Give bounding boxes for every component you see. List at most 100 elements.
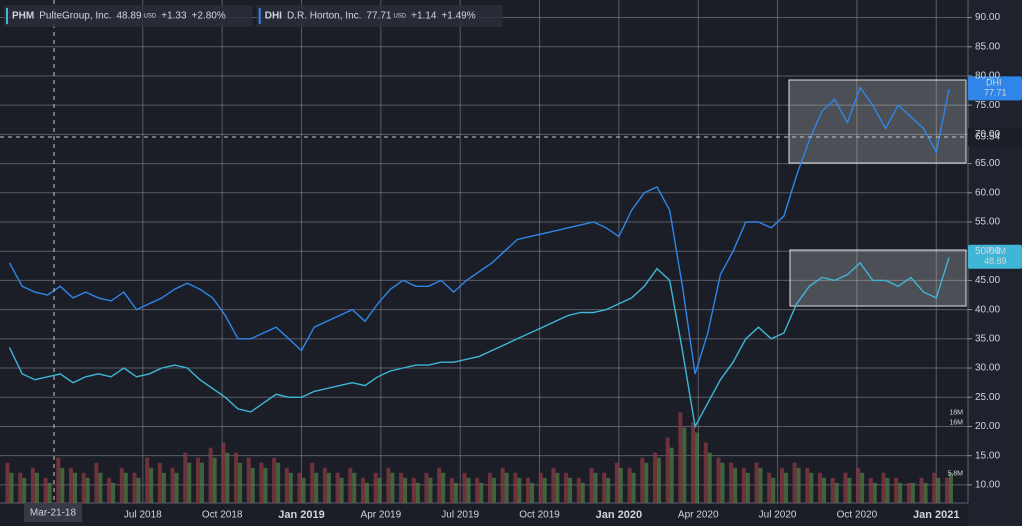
price-tag-name: DHI — [986, 78, 1002, 88]
volume-bar — [906, 482, 911, 503]
y-tick-label: 35.00 — [975, 333, 1000, 344]
volume-bar — [415, 482, 420, 503]
volume-bar — [68, 467, 73, 503]
volume-bar — [640, 457, 645, 503]
volume-bar — [297, 472, 302, 503]
volume-bar — [466, 477, 471, 503]
volume-bar — [589, 467, 594, 503]
volume-bar — [555, 472, 560, 503]
volume-bar — [5, 462, 10, 503]
legend-description: PulteGroup, Inc. — [39, 11, 111, 22]
volume-bar — [936, 477, 941, 503]
volume-bar — [487, 472, 492, 503]
legend-currency: USD — [393, 14, 406, 20]
reference-tag — [968, 128, 1022, 147]
volume-bar — [390, 472, 395, 503]
volume-bar — [860, 472, 865, 503]
volume-bar — [614, 462, 619, 503]
volume-bar — [225, 452, 230, 503]
volume-bar — [174, 472, 179, 503]
volume-bar — [238, 462, 243, 503]
volume-bar — [652, 452, 657, 503]
y-tick-label: 60.00 — [975, 187, 1000, 198]
volume-bar — [758, 467, 763, 503]
price-tag-value: 48.89 — [984, 256, 1007, 266]
volume-bar — [716, 457, 721, 503]
volume-bar — [462, 472, 467, 503]
volume-bar — [453, 482, 458, 503]
volume-bar — [944, 477, 949, 503]
volume-bar — [656, 457, 661, 503]
price-tag-name: PHM — [986, 246, 1006, 256]
volume-bar — [411, 477, 416, 503]
price-tag-value: 77.71 — [984, 88, 1007, 98]
price-line — [8, 86, 950, 375]
volume-bar — [818, 472, 823, 503]
y2-tick-label: 5.8M — [947, 471, 963, 478]
volume-bar — [161, 472, 166, 503]
volume-bar — [399, 472, 404, 503]
volume-bar — [94, 462, 99, 503]
volume-bar — [568, 477, 573, 503]
x-tick-label: Jul 2018 — [124, 510, 162, 521]
volume-bar — [301, 477, 306, 503]
volume-bar — [691, 422, 696, 503]
x-tick-label: Jul 2019 — [441, 510, 479, 521]
legend-box — [256, 5, 503, 27]
volume-bar — [720, 462, 725, 503]
volume-bar — [783, 472, 788, 503]
y-tick-label: 40.00 — [975, 304, 1000, 315]
volume-bar — [195, 457, 200, 503]
volume-bar — [212, 457, 217, 503]
volume-bar — [170, 467, 175, 503]
volume-bar — [377, 477, 382, 503]
volume-bar — [72, 472, 77, 503]
volume-bar — [284, 467, 289, 503]
highlight-box — [788, 79, 967, 164]
volume-bar — [898, 482, 903, 503]
y-tick-label: 80.00 — [975, 71, 1000, 82]
volume-bar — [187, 462, 192, 503]
volume-bar — [733, 467, 738, 503]
volume-bar — [513, 472, 518, 503]
volume-bar — [276, 462, 281, 503]
y2-tick-label: 18M — [949, 409, 963, 416]
x-tick-label: Oct 2019 — [519, 510, 560, 521]
volume-bar — [809, 472, 814, 503]
x-tick-label: Jan 2019 — [278, 509, 324, 521]
volume-bar — [805, 467, 810, 503]
legend-swatch — [6, 8, 8, 24]
volume-bar — [310, 462, 315, 503]
volume-bar — [580, 482, 585, 503]
y-tick-label: 50.00 — [975, 246, 1000, 257]
volume-bar — [822, 477, 827, 503]
volume-bar — [339, 477, 344, 503]
price-tag — [968, 76, 1022, 101]
x-tick-label: Jul 2020 — [759, 510, 797, 521]
volume-bar — [263, 467, 268, 503]
volume-bar — [123, 472, 128, 503]
volume-bar — [627, 467, 632, 503]
volume-bar — [881, 472, 886, 503]
volume-bar — [85, 477, 90, 503]
crosshair-tag — [24, 504, 82, 522]
y-tick-label: 75.00 — [975, 100, 1000, 111]
volume-bar — [145, 457, 150, 503]
volume-bar — [542, 477, 547, 503]
volume-bar — [517, 477, 522, 503]
volume-bar — [479, 482, 484, 503]
volume-bar — [403, 477, 408, 503]
volume-bar — [272, 457, 277, 503]
volume-bar — [259, 462, 264, 503]
highlight-box — [789, 249, 967, 307]
volume-bar — [843, 472, 848, 503]
volume-bar — [449, 477, 454, 503]
volume-bar — [644, 462, 649, 503]
volume-bar — [948, 472, 953, 503]
volume-bar — [424, 472, 429, 503]
volume-bar — [199, 462, 204, 503]
y-tick-label: 70.00 — [975, 129, 1000, 140]
volume-bar — [107, 477, 112, 503]
